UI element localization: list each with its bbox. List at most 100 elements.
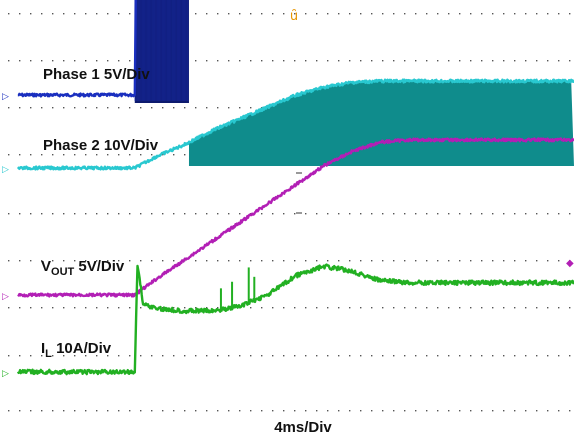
grid-dot <box>382 355 384 357</box>
grid-dot <box>525 60 527 62</box>
grid-dot <box>283 355 285 357</box>
grid-dot <box>371 307 373 309</box>
grid-dot <box>8 60 10 62</box>
grid-dot <box>272 13 274 15</box>
grid-dot <box>316 60 318 62</box>
grid-dot <box>558 355 560 357</box>
grid-dot <box>140 154 142 156</box>
grid-dot <box>426 410 428 412</box>
grid-dot <box>228 60 230 62</box>
grid-dot <box>63 60 65 62</box>
grid-dot <box>8 13 10 15</box>
grid-dot <box>525 13 527 15</box>
grid-dot <box>393 410 395 412</box>
grid-dot <box>107 13 109 15</box>
grid-dot <box>52 213 54 215</box>
grid-dot <box>338 307 340 309</box>
grid-dot <box>74 410 76 412</box>
grid-dot <box>41 13 43 15</box>
grid-dot <box>349 410 351 412</box>
grid-dot <box>96 60 98 62</box>
grid-dot <box>74 154 76 156</box>
grid-dot <box>283 410 285 412</box>
grid-dot <box>349 355 351 357</box>
grid-dot <box>327 355 329 357</box>
grid-dot <box>250 410 252 412</box>
grid-dot <box>481 260 483 262</box>
grid-dot <box>514 60 516 62</box>
grid-dot <box>349 213 351 215</box>
grid-dot <box>129 13 131 15</box>
channel-ground-marker: ▷ <box>2 292 9 302</box>
grid-dot <box>305 410 307 412</box>
grid-dot <box>74 355 76 357</box>
grid-dot <box>19 410 21 412</box>
grid-dot <box>481 60 483 62</box>
grid-dot <box>129 410 131 412</box>
trace-4 <box>16 263 574 376</box>
grid-dot <box>393 355 395 357</box>
grid-dot <box>162 355 164 357</box>
grid-dot <box>151 410 153 412</box>
grid-dot <box>151 107 153 109</box>
grid-dot <box>173 410 175 412</box>
grid-dot <box>547 355 549 357</box>
phase2-switching-band <box>188 81 574 166</box>
grid-dot <box>492 60 494 62</box>
grid-dot <box>41 60 43 62</box>
grid-dot <box>184 213 186 215</box>
grid-dot <box>118 307 120 309</box>
grid-dot <box>470 307 472 309</box>
grid-dot <box>30 154 32 156</box>
grid-dot <box>503 355 505 357</box>
grid-dot <box>195 260 197 262</box>
grid-dot <box>228 213 230 215</box>
grid-dot <box>239 410 241 412</box>
grid-dot <box>140 107 142 109</box>
grid-dot <box>426 355 428 357</box>
grid-dot <box>459 60 461 62</box>
grid-dot <box>63 260 65 262</box>
grid-dot <box>228 410 230 412</box>
grid-dot <box>503 307 505 309</box>
grid-dot <box>41 154 43 156</box>
grid-dot <box>338 213 340 215</box>
grid-dot <box>206 107 208 109</box>
grid-dot <box>338 60 340 62</box>
grid-dot <box>261 213 263 215</box>
grid-dot <box>393 213 395 215</box>
grid-dot <box>107 107 109 109</box>
grid-dot <box>371 13 373 15</box>
grid-dot <box>492 213 494 215</box>
grid-dot <box>470 355 472 357</box>
grid-dot <box>129 355 131 357</box>
grid-dot <box>437 13 439 15</box>
grid-dot <box>305 213 307 215</box>
grid-dot <box>382 260 384 262</box>
grid-dot <box>426 307 428 309</box>
grid-dot <box>349 13 351 15</box>
grid-dot <box>558 410 560 412</box>
grid-dot <box>129 307 131 309</box>
grid-dot <box>118 260 120 262</box>
grid-dot <box>327 260 329 262</box>
grid-dot <box>217 307 219 309</box>
time-scale-label: 4ms/Div <box>274 419 332 436</box>
grid-dot <box>514 213 516 215</box>
grid-dot <box>327 410 329 412</box>
grid-dot <box>184 410 186 412</box>
grid-dot <box>272 355 274 357</box>
grid-dot <box>30 410 32 412</box>
grid-dot <box>437 355 439 357</box>
grid-dot <box>525 410 527 412</box>
grid-dot <box>294 307 296 309</box>
grid-dot <box>569 260 571 262</box>
grid-dot <box>30 260 32 262</box>
grid-dot <box>173 107 175 109</box>
grid-dot <box>74 307 76 309</box>
grid-dot <box>349 60 351 62</box>
grid-dot <box>283 60 285 62</box>
grid-dot <box>173 307 175 309</box>
grid-dot <box>239 355 241 357</box>
grid-dot <box>503 60 505 62</box>
